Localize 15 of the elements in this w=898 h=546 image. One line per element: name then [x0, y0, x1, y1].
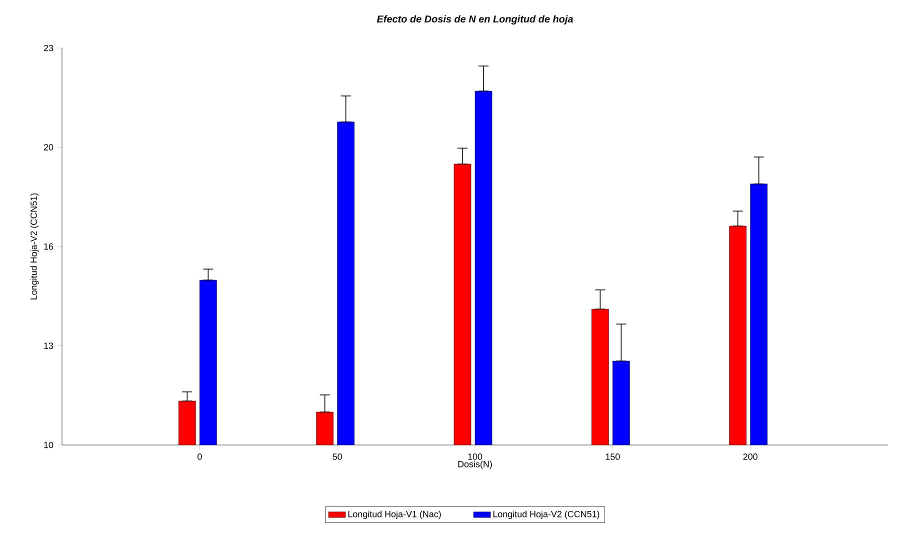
chart-title: Efecto de Dosis de N en Longitud de hoja — [376, 15, 573, 24]
x-axis-title: Dosis(N) — [458, 460, 492, 470]
x-tick-label: 50 — [332, 454, 342, 460]
y-tick-label: 20 — [44, 144, 54, 150]
x-tick-label: 0 — [198, 454, 202, 460]
y-tick-label: 10 — [44, 442, 54, 448]
x-tick-label: 200 — [743, 454, 758, 460]
x-tick-label: 100 — [468, 454, 482, 460]
legend-label: Longitud Hoja-V1 (Nac) — [348, 510, 441, 520]
y-tick-label: 13 — [44, 342, 54, 349]
y-axis-title: Longitud Hoja-V2 (CCN51) — [30, 194, 39, 300]
y-tick-label: 16 — [44, 243, 54, 250]
legend-label: Longitud Hoja-V2 (CCN51) — [493, 510, 600, 520]
x-tick-label: 150 — [606, 454, 620, 460]
y-tick-label: 23 — [44, 44, 54, 52]
